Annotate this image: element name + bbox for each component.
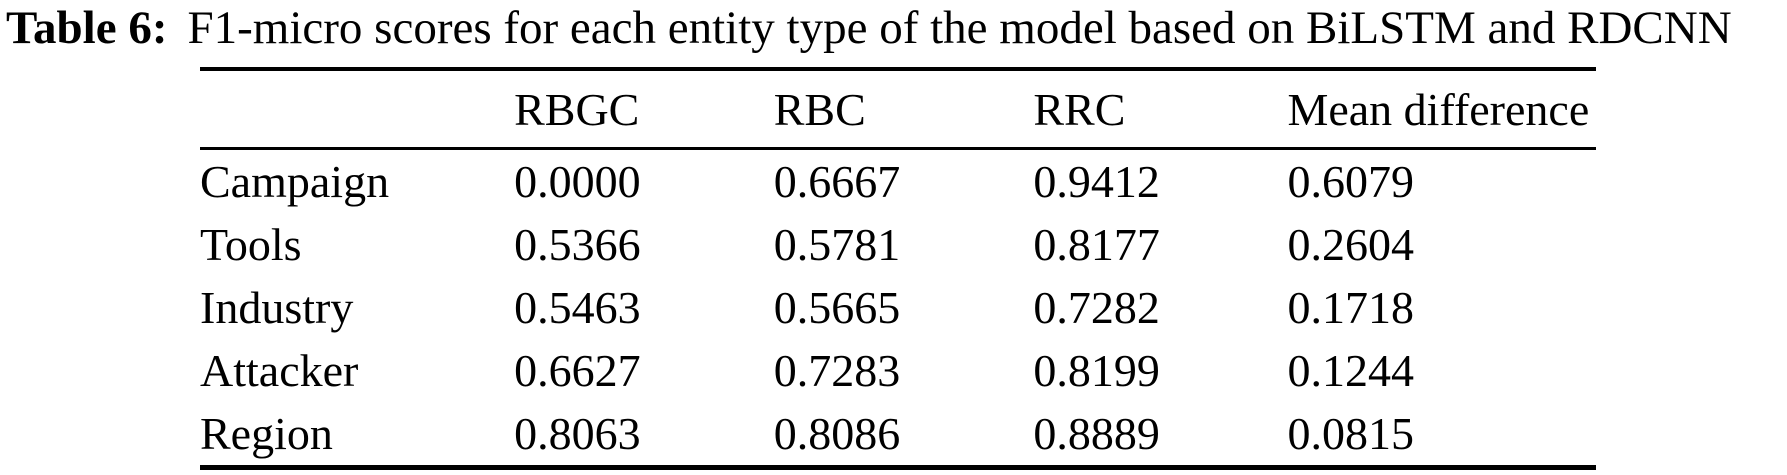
f1-scores-table: RBGC RBC RRC Mean difference Campaign 0.0… [200,67,1596,470]
table-row: Industry 0.5463 0.5665 0.7282 0.1718 [200,276,1596,339]
entity-label: Tools [200,219,302,270]
score-cell: 0.5781 [773,219,901,270]
table-body: Campaign 0.0000 0.6667 0.9412 0.6079 Tools 0.5… [200,149,1596,470]
header-rrc: RRC [1033,69,1288,150]
score-cell: 0.0000 [514,156,641,207]
score-cell: 0.6627 [514,345,641,396]
table-row: Attacker 0.6627 0.7283 0.8199 0.1244 [200,339,1596,402]
score-cell: 0.1244 [1287,345,1414,396]
table-caption: Table 6: F1-micro scores for each entity … [6,2,1732,54]
table-row: Tools 0.5366 0.5781 0.8177 0.2604 [200,213,1596,276]
score-cell: 0.6079 [1287,156,1414,207]
header-rbgc: RBGC [514,69,774,150]
score-cell: 0.8177 [1033,219,1160,270]
entity-label: Industry [200,282,354,333]
score-cell: 0.7282 [1033,282,1160,333]
table-row: Campaign 0.0000 0.6667 0.9412 0.6079 [200,149,1596,214]
score-cell: 0.6667 [773,156,901,207]
header-rbc: RBC [773,69,1034,150]
header-entity [200,69,515,150]
score-cell: 0.8063 [514,402,774,470]
caption-label: Table 6: [6,2,168,54]
caption-text: F1-micro scores for each entity type of … [187,2,1732,54]
score-cell: 0.5463 [514,282,641,333]
table-row: Region 0.8063 0.8086 0.8889 0.0815 [200,402,1596,470]
score-cell: 0.2604 [1287,219,1414,270]
score-cell: 0.8086 [773,402,1034,470]
score-cell: 0.1718 [1287,282,1414,333]
header-row: RBGC RBC RRC Mean difference [200,69,1596,150]
header-mean-difference: Mean difference [1287,69,1596,150]
entity-label: Campaign [200,156,390,207]
entity-label: Attacker [200,345,359,396]
score-cell: 0.5366 [514,219,641,270]
score-cell: 0.7283 [773,345,901,396]
entity-label: Region [200,402,515,470]
score-cell: 0.8199 [1033,345,1160,396]
score-cell: 0.9412 [1033,156,1160,207]
score-cell: 0.5665 [773,282,901,333]
score-cell: 0.0815 [1287,402,1596,470]
score-cell: 0.8889 [1033,402,1288,470]
